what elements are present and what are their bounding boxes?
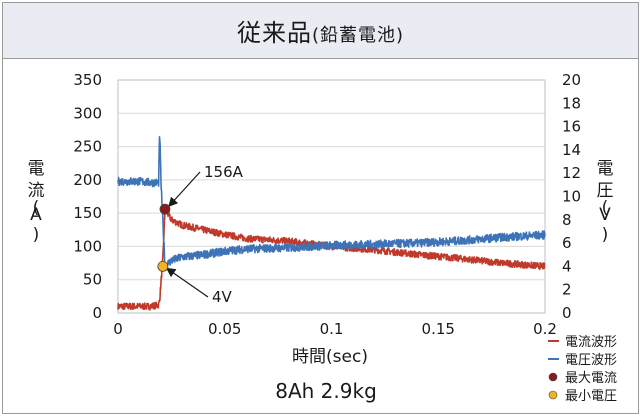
y-left-tick-label: 250	[73, 138, 102, 156]
legend-label-3: 最小電圧	[565, 389, 617, 404]
series-group	[117, 136, 546, 311]
x-axis-label: 時間(sec)	[292, 347, 368, 367]
legend-label-1: 電圧波形	[565, 353, 617, 368]
y-right-tick-label: 10	[562, 188, 581, 206]
title-bar: 従来品(鉛蓄電池)	[3, 3, 638, 59]
legend-swatch-3	[548, 390, 558, 400]
y-right-label-0: 電	[597, 159, 614, 179]
y-left-label-0: 電	[28, 159, 45, 179]
plot-frame	[117, 79, 546, 314]
y-left-label-1: 流	[28, 181, 45, 201]
grid	[118, 79, 545, 314]
legend-label-0: 電流波形	[565, 335, 617, 350]
y-left-tick-label: 200	[73, 171, 102, 189]
y-left-tick-label: 150	[73, 204, 102, 222]
annotation-label-0: 156A	[204, 163, 244, 181]
plot-area-border	[117, 79, 546, 314]
y-right-tick-label: 12	[562, 164, 581, 182]
y-right-tick-label: 14	[562, 141, 581, 159]
annotation-group: 156A 4V	[157, 163, 244, 306]
left-axis-ticks: 0 50 100 150 200 250 300 350	[73, 71, 102, 322]
y-right-label-3: V	[599, 205, 611, 225]
y-right-label-1: 圧	[597, 181, 614, 201]
y-left-label-4: )	[33, 225, 40, 245]
legend-swatch-2	[548, 372, 558, 382]
annotation-marker-1	[157, 260, 169, 272]
y-right-tick-label: 8	[562, 211, 572, 229]
x-tick-label: 0.1	[320, 320, 344, 338]
legend-label-2: 最大電流	[565, 371, 617, 386]
y-right-tick-label: 16	[562, 118, 581, 136]
x-axis-ticks: 0 0.05 0.1 0.15 0.2	[113, 320, 557, 338]
y-left-tick-label: 300	[73, 104, 102, 122]
y-right-tick-label: 18	[562, 94, 581, 112]
y-left-tick-label: 350	[73, 71, 102, 89]
chart-title-sub: (鉛蓄電池)	[311, 25, 405, 46]
chart-frame: 従来品(鉛蓄電池)	[2, 2, 639, 414]
y-left-tick-label: 0	[92, 304, 102, 322]
y-left-tick-label: 50	[83, 271, 102, 289]
series-line-1	[117, 136, 546, 270]
y-right-tick-label: 4	[562, 257, 572, 275]
y-right-label-4: )	[602, 225, 609, 245]
chart-title-main: 従来品	[236, 19, 312, 47]
x-tick-label: 0.05	[208, 320, 241, 338]
axis-labels: 時間(sec) 電 流 ( A ) 電 圧 ( V )	[28, 159, 614, 367]
y-right-tick-label: 6	[562, 234, 572, 252]
annotation-arrow-0	[168, 171, 201, 208]
y-right-label-2: (	[602, 198, 609, 218]
y-right-tick-label: 0	[562, 304, 572, 322]
chart-title: 従来品(鉛蓄電池)	[237, 13, 404, 48]
annotation-marker-0	[159, 203, 171, 215]
y-right-tick-label: 2	[562, 281, 572, 299]
chart-subtitle: 8Ah 2.9kg	[275, 379, 377, 403]
y-right-tick-label: 20	[562, 71, 581, 89]
y-left-tick-label: 100	[73, 237, 102, 255]
annotation-label-1: 4V	[212, 288, 233, 306]
y-left-label-2: (	[33, 198, 40, 218]
annotation-arrow-1	[165, 267, 209, 298]
right-axis-ticks: 0 2 4 6 8 10 12 14 16 18 20	[562, 71, 581, 322]
x-tick-label: 0.15	[422, 320, 455, 338]
x-tick-label: 0.2	[533, 320, 557, 338]
y-left-label-3: A	[30, 205, 42, 225]
x-tick-label: 0	[113, 320, 123, 338]
